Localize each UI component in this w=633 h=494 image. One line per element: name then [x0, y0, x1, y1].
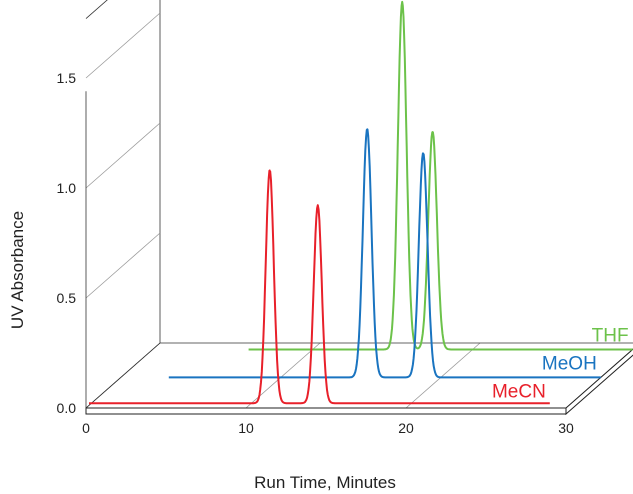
chart-series-group: THF MeOH MeCN [88, 0, 633, 405]
side-wall-gridline [85, 12, 161, 79]
series-line-meoh [168, 128, 602, 379]
y-tick-label: 0.5 [57, 290, 77, 306]
x-tick-label: 30 [558, 420, 574, 436]
series-peak-meoh-2 [422, 152, 424, 154]
x-tick-label: 20 [398, 420, 414, 436]
series-peak-thf-1 [401, 1, 403, 3]
y-tick-label: 0.0 [57, 400, 77, 416]
chart-3d-frame [85, 0, 633, 416]
y-tick-label: 1.5 [57, 70, 77, 86]
series-peak-meoh-1 [366, 128, 368, 130]
chart-tick-labels: 0.0 0.5 1.0 1.5 0 10 20 30 [57, 70, 574, 436]
series-peak-mecn-1 [269, 169, 271, 171]
side-wall-top-edge [85, 0, 108, 19]
x-tick-label: 10 [238, 420, 254, 436]
series-label-mecn: MeCN [492, 381, 546, 402]
x-tick-label: 0 [82, 420, 90, 436]
series-peak-thf-2 [432, 131, 434, 133]
series-line-thf [248, 0, 633, 351]
floor-side-slab [565, 348, 633, 416]
y-tick-label: 1.0 [57, 180, 77, 196]
series-label-meoh: MeOH [542, 353, 597, 374]
back-wall-edge [159, 0, 161, 343]
series-label-thf: THF [592, 326, 629, 347]
floor-gridline [405, 342, 481, 409]
floor-front-slab [85, 407, 567, 415]
floor-gridline [85, 342, 161, 409]
side-wall-gridline [85, 122, 161, 189]
side-wall-gridline [85, 232, 161, 299]
y-axis-title: UV Absorbance [8, 211, 27, 329]
series-line-mecn [88, 169, 550, 405]
x-axis-title: Run Time, Minutes [254, 473, 396, 492]
series-peak-mecn-2 [317, 204, 319, 206]
